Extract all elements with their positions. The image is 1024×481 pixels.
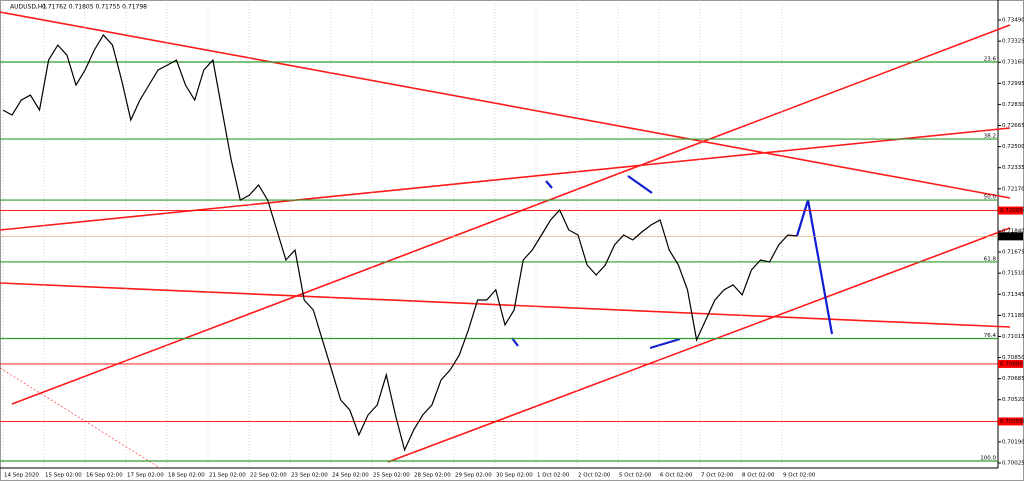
trend-line [0, 282, 1011, 328]
time-label: 28 Sep 02:00 [414, 473, 451, 479]
arrow [545, 180, 553, 189]
y-tick-label: 0.72335 [1002, 165, 1024, 171]
price-tag-label: 0.70800 [1000, 361, 1023, 367]
y-tick-label: 0.71345 [1002, 292, 1024, 298]
time-label: 22 Sep 02:00 [250, 473, 287, 479]
trend-line [0, 367, 161, 469]
time-label: 21 Sep 02:00 [209, 473, 246, 479]
time-label: 6 Oct 02:00 [660, 473, 693, 479]
y-tick-label: 0.70520 [1002, 397, 1024, 403]
time-label: 17 Sep 02:00 [127, 473, 164, 479]
price-tag-label: 0.72000 [1000, 208, 1023, 214]
trend-line [0, 11, 1011, 199]
ohlc: 0.71762 0.71805 0.71755 0.71798 [42, 4, 147, 11]
time-label: 1 Oct 02:00 [537, 473, 570, 479]
arrow [627, 175, 653, 194]
time-label: 16 Sep 02:00 [86, 473, 123, 479]
current-price-label: 0.71798 [1000, 234, 1023, 240]
y-tick-label: 0.73325 [1002, 39, 1024, 45]
time-label: 23 Sep 02:00 [291, 473, 328, 479]
y-tick-label: 0.70025 [1002, 461, 1024, 467]
fib-label: 100.0 [980, 455, 996, 461]
price-tag-label: 0.70350 [1000, 419, 1023, 425]
fib-label: 61.8 [984, 256, 997, 262]
y-tick-label: 0.71180 [1002, 313, 1024, 319]
time-label: 29 Sep 02:00 [455, 473, 492, 479]
fib-label: 76.4 [984, 333, 997, 339]
trend-line [387, 227, 1011, 463]
y-tick-label: 0.70190 [1002, 439, 1024, 445]
y-tick-label: 0.73160 [1002, 60, 1024, 66]
arrow [511, 337, 519, 347]
time-label: 7 Oct 02:00 [701, 473, 734, 479]
y-tick-label: 0.71675 [1002, 250, 1024, 256]
y-tick-label: 0.72830 [1002, 102, 1024, 108]
price-tag [998, 359, 1023, 368]
current-price-tag [998, 232, 1023, 241]
time-label: 5 Oct 02:00 [619, 473, 652, 479]
time-label: 30 Sep 02:00 [496, 473, 533, 479]
y-tick-label: 0.72995 [1002, 81, 1024, 87]
symbol-title: AUDUSD,H1 [10, 4, 46, 11]
y-tick-label: 0.72170 [1002, 186, 1024, 192]
y-tick-label: 0.72500 [1002, 144, 1024, 150]
fib-label: 50.0 [984, 195, 997, 201]
fib-label: 38.2 [984, 134, 996, 140]
price-line-series [2, 33, 798, 452]
fib-label: 23.6 [984, 56, 997, 62]
time-label: 8 Oct 02:00 [742, 473, 775, 479]
time-label: 2 Oct 02:00 [578, 473, 611, 479]
drawings [0, 11, 1011, 469]
y-tick-label: 0.73490 [1002, 18, 1024, 24]
trend-line [11, 24, 1011, 405]
time-label: 15 Sep 02:00 [45, 473, 82, 479]
time-label: 25 Sep 02:00 [373, 473, 410, 479]
time-label: 18 Sep 02:00 [168, 473, 205, 479]
y-tick-label: 0.72665 [1002, 123, 1024, 129]
time-label: 9 Oct 02:00 [783, 473, 816, 479]
trend-line [0, 127, 1011, 231]
time-label: 14 Sep 2020 [4, 473, 39, 479]
y-tick-label: 0.71840 [1002, 228, 1024, 234]
time-label: 24 Sep 02:00 [332, 473, 369, 479]
price-tag [998, 417, 1023, 426]
arrow [649, 337, 681, 350]
y-tick-label: 0.71510 [1002, 271, 1024, 277]
y-tick-label: 0.71015 [1002, 334, 1024, 340]
y-tick-label: 0.70685 [1002, 376, 1024, 382]
price-tag [998, 206, 1023, 215]
y-tick-label: 0.70850 [1002, 355, 1024, 361]
